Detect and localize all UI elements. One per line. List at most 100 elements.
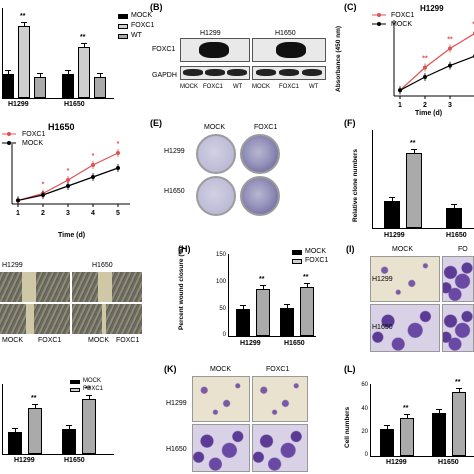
panel-g-bottom-label-1: MOCK xyxy=(2,337,23,344)
panel-h-ytick-100: 100 xyxy=(215,279,226,285)
data-point-foxc1 xyxy=(16,198,20,203)
bar-foxc1-h1650 xyxy=(300,286,314,336)
error-bar xyxy=(387,425,388,430)
migration-image-h1650-mock xyxy=(370,304,440,352)
error-bar xyxy=(392,197,393,201)
colony-dish-h1650-mock xyxy=(196,176,236,216)
error-bar-cap xyxy=(32,403,38,405)
data-point-foxc1 xyxy=(448,46,452,51)
data-point-mock xyxy=(448,63,452,68)
blot-cell-label-2: H1650 xyxy=(275,30,296,37)
panel-e-col-foxc1: FOXC1 xyxy=(254,124,278,131)
panel-h-group-label-1: H1299 xyxy=(240,340,261,347)
panel-l-group-label-1: H1299 xyxy=(386,459,407,466)
band-gapdh-2 xyxy=(205,69,225,76)
data-point-foxc1 xyxy=(41,191,45,196)
panel-l-label: (L) xyxy=(344,364,356,374)
panel-k-col-foxc1: FOXC1 xyxy=(266,366,290,373)
panel-l-x-axis xyxy=(370,456,474,457)
data-point-foxc1 xyxy=(423,65,427,70)
panel-i-col-mock: MOCK xyxy=(392,246,413,253)
band-gapdh-5 xyxy=(279,69,299,76)
error-bar-cap xyxy=(97,73,103,75)
panel-k-row-h1299: H1299 xyxy=(166,400,187,407)
significance-marker: * xyxy=(92,153,95,160)
error-bar-cap xyxy=(284,304,290,306)
blot-row-label-gapdh: GAPDH xyxy=(152,72,177,79)
panel-a-y-axis xyxy=(2,8,3,98)
panel-f-label: (F) xyxy=(344,118,356,128)
colony-dish-h1299-foxc1 xyxy=(240,134,280,174)
panel-h-legend-swatch-mock xyxy=(292,250,302,255)
panel-f-group-label-2: H1650 xyxy=(446,232,467,239)
wound-gap-1 xyxy=(22,272,36,302)
panel-d-title: H1650 xyxy=(48,122,75,132)
panel-d-legend-marks xyxy=(2,132,16,145)
invasion-image-h1299-mock xyxy=(192,376,250,422)
error-bar xyxy=(459,387,460,392)
migration-image-h1650-foxc1 xyxy=(442,304,474,352)
panel-b-label: (B) xyxy=(150,2,163,12)
panel-d-xlabel: Time (d) xyxy=(58,232,86,239)
error-bar xyxy=(69,425,70,430)
bar-mock-h1299 xyxy=(2,73,14,98)
panel-c-ylabel: Absorbance (450 nm) xyxy=(335,25,342,92)
wound-image-h1650-foxc1-24h xyxy=(72,304,142,334)
error-bar xyxy=(100,73,101,78)
panel-a-legend-foxc1: FOXC1 xyxy=(131,22,155,29)
panel-l-ytick-40: 40 xyxy=(361,406,368,412)
invasion-image-h1650-mock xyxy=(192,424,250,472)
panel-i-col-foxc1: FO xyxy=(458,246,468,253)
panel-k-label: (K) xyxy=(164,364,177,374)
invasion-image-h1650-foxc1 xyxy=(252,424,308,472)
error-bar-cap xyxy=(65,69,71,71)
panel-j-group-label-2: H1650 xyxy=(64,457,85,464)
panel-f-group-label-1: H1299 xyxy=(384,232,405,239)
panel-h-y-axis xyxy=(228,254,229,336)
panel-f-ylabel: Relative clone numbers xyxy=(352,149,359,222)
panel-a-x-axis xyxy=(2,98,114,99)
panel-l-ytick-20: 20 xyxy=(361,429,368,435)
error-bar-cap xyxy=(404,413,410,415)
error-bar xyxy=(307,282,308,287)
panel-e-col-mock: MOCK xyxy=(204,124,225,131)
band-gapdh-3 xyxy=(227,69,247,76)
panel-a-legend-swatch-mock xyxy=(118,14,128,19)
panel-h-legend-mock: MOCK xyxy=(305,248,326,255)
data-point-mock xyxy=(398,88,402,93)
panel-h-ytick-0: 0 xyxy=(222,332,226,338)
x-tick-label: 5 xyxy=(116,210,120,217)
significance-marker: ** xyxy=(31,394,37,402)
error-bar xyxy=(243,305,244,310)
error-bar-cap xyxy=(12,428,18,430)
error-bar-cap xyxy=(21,22,27,24)
bar-wt-h1299 xyxy=(34,77,46,98)
invasion-image-h1299-foxc1 xyxy=(252,376,308,422)
panel-f-y-axis xyxy=(372,130,373,228)
bar-mock-h1650 xyxy=(62,73,74,98)
band-gapdh-4 xyxy=(256,69,276,76)
lane-label-5: FOXC1 xyxy=(279,84,300,90)
series-line-foxc1 xyxy=(17,152,119,201)
panel-g-cell-label-1: H1299 xyxy=(2,262,23,269)
significance-marker: ** xyxy=(80,33,86,41)
data-point-foxc1 xyxy=(66,178,70,182)
error-bar xyxy=(263,285,264,290)
x-tick-label: 3 xyxy=(66,210,70,217)
significance-marker: ** xyxy=(20,13,26,21)
error-bar-cap xyxy=(5,69,11,71)
band-foxc1-h1650 xyxy=(276,42,306,58)
error-bar xyxy=(287,304,288,309)
lane-label-4: MOCK xyxy=(252,84,270,90)
data-point-mock xyxy=(91,175,95,179)
panel-a-group-label-1: H1299 xyxy=(8,101,29,108)
error-bar xyxy=(8,69,9,74)
panel-l-ylabel: Cell numbers xyxy=(344,406,351,448)
significance-marker: * xyxy=(67,168,70,175)
x-tick-label: 4 xyxy=(91,210,95,217)
error-bar-cap xyxy=(86,395,92,397)
panel-h-ytick-50: 50 xyxy=(219,306,226,312)
data-point-foxc1 xyxy=(116,151,120,155)
panel-f-x-axis xyxy=(372,228,474,229)
blot-cell-label-1: H1299 xyxy=(200,30,221,37)
